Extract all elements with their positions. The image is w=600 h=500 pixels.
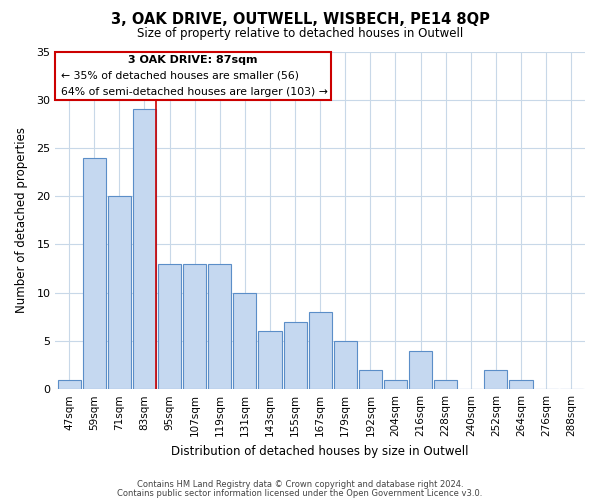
- Y-axis label: Number of detached properties: Number of detached properties: [15, 128, 28, 314]
- Text: 3 OAK DRIVE: 87sqm: 3 OAK DRIVE: 87sqm: [128, 55, 258, 65]
- FancyBboxPatch shape: [55, 52, 331, 100]
- Text: 3, OAK DRIVE, OUTWELL, WISBECH, PE14 8QP: 3, OAK DRIVE, OUTWELL, WISBECH, PE14 8QP: [110, 12, 490, 28]
- Bar: [133, 110, 156, 389]
- Bar: [308, 312, 332, 389]
- Bar: [359, 370, 382, 389]
- Bar: [83, 158, 106, 389]
- Text: Size of property relative to detached houses in Outwell: Size of property relative to detached ho…: [137, 28, 463, 40]
- Text: 64% of semi-detached houses are larger (103) →: 64% of semi-detached houses are larger (…: [61, 87, 328, 97]
- Bar: [183, 264, 206, 389]
- Bar: [108, 196, 131, 389]
- Bar: [158, 264, 181, 389]
- Bar: [334, 341, 357, 389]
- Text: Contains public sector information licensed under the Open Government Licence v3: Contains public sector information licen…: [118, 489, 482, 498]
- Text: Contains HM Land Registry data © Crown copyright and database right 2024.: Contains HM Land Registry data © Crown c…: [137, 480, 463, 489]
- Bar: [434, 380, 457, 389]
- Bar: [259, 332, 281, 389]
- Bar: [409, 350, 432, 389]
- Bar: [233, 292, 256, 389]
- X-axis label: Distribution of detached houses by size in Outwell: Distribution of detached houses by size …: [172, 444, 469, 458]
- Bar: [384, 380, 407, 389]
- Bar: [484, 370, 508, 389]
- Bar: [208, 264, 231, 389]
- Bar: [509, 380, 533, 389]
- Text: ← 35% of detached houses are smaller (56): ← 35% of detached houses are smaller (56…: [61, 70, 299, 80]
- Bar: [58, 380, 80, 389]
- Bar: [284, 322, 307, 389]
